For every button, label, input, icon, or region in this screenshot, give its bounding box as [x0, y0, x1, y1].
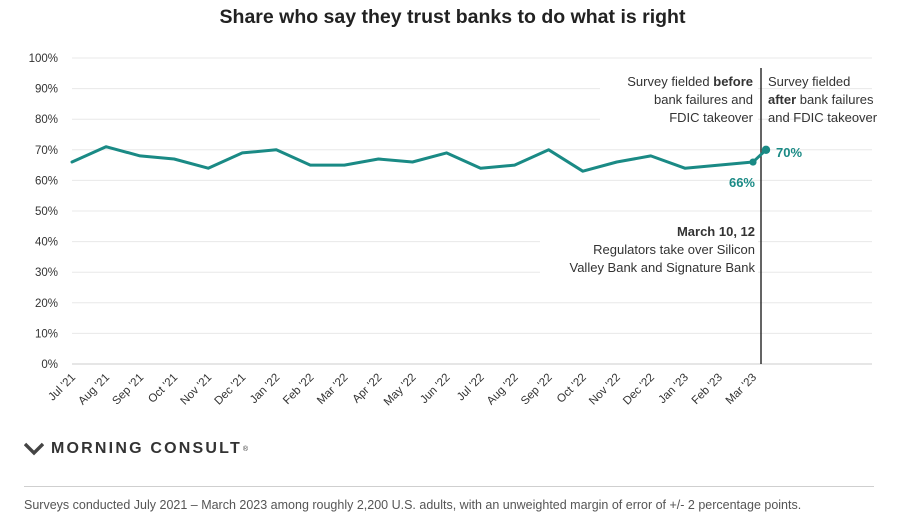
x-tick-label: Nov '21 [179, 372, 215, 408]
annotation-before-line2: bank failures and [654, 92, 753, 107]
brand-name: MORNING CONSULT [51, 440, 242, 457]
x-tick-label: Oct '22 [555, 372, 589, 406]
y-tick-label: 80% [35, 114, 58, 126]
brand-logo: MORNING CONSULT ® [24, 440, 248, 458]
chart-title: Share who say they trust banks to do wha… [219, 6, 686, 28]
x-tick-label: May '22 [382, 372, 419, 409]
x-tick-label: Feb '22 [281, 372, 316, 407]
x-tick-label: Jul '21 [46, 372, 78, 404]
y-tick-label: 10% [35, 328, 58, 340]
y-tick-label: 40% [35, 237, 58, 249]
x-tick-label: Mar '22 [315, 372, 350, 407]
x-tick-label: Jan '22 [248, 372, 282, 406]
y-tick-label: 30% [35, 267, 58, 279]
x-tick-label: Sep '21 [110, 372, 146, 408]
x-tick-label: Oct '21 [146, 372, 180, 406]
annotation-before-line1: Survey fielded before [627, 74, 753, 89]
annotation-event-title: March 10, 12 [677, 224, 755, 239]
annotation-event: March 10, 12 Regulators take over Silico… [540, 220, 758, 278]
x-tick-label: Jul '22 [455, 372, 487, 404]
series-line [70, 145, 755, 173]
annotation-after-line1: Survey fielded [768, 74, 850, 89]
annotation-after: Survey fielded after bank failures and F… [768, 74, 878, 125]
y-tick-label: 90% [35, 84, 58, 96]
y-tick-label: 50% [35, 206, 58, 218]
y-tick-label: 60% [35, 175, 58, 187]
x-tick-label: Apr '22 [351, 372, 385, 406]
annotation-before: Survey fielded before bank failures and … [600, 70, 758, 130]
annotation-after-line3: and FDIC takeover [768, 110, 878, 125]
brand-trademark: ® [242, 445, 249, 453]
x-tick-label: Aug '21 [76, 372, 112, 408]
series-trust-banks [70, 145, 771, 173]
x-tick-label: Nov '22 [587, 372, 623, 408]
label-before-value: 66% [729, 175, 755, 190]
y-tick-label: 20% [35, 298, 58, 310]
x-tick-label: Feb '23 [690, 372, 725, 407]
annotation-event-line2: Valley Bank and Signature Bank [570, 260, 756, 275]
x-tick-label: Dec '21 [213, 372, 249, 408]
footer-divider [24, 486, 874, 487]
data-point-before [749, 158, 757, 166]
x-tick-label: Jan '23 [657, 372, 691, 406]
label-after-value: 70% [776, 145, 802, 160]
annotation-after-line2: after bank failures [768, 92, 874, 107]
annotation-before-line3: FDIC takeover [669, 110, 753, 125]
x-tick-label: Dec '22 [621, 372, 657, 408]
y-tick-label: 70% [35, 145, 58, 157]
y-tick-label: 0% [41, 359, 58, 371]
annotation-event-line1: Regulators take over Silicon [593, 242, 755, 257]
x-tick-label: Sep '22 [519, 372, 555, 408]
x-tick-label: Mar '23 [724, 372, 759, 407]
data-point-after [761, 145, 771, 154]
y-tick-label: 100% [29, 53, 58, 65]
x-tick-label: Jun '22 [418, 372, 452, 406]
x-tick-label: Aug '22 [485, 372, 521, 408]
footnote: Surveys conducted July 2021 – March 2023… [24, 498, 802, 512]
line-chart: 0% 10% 20% 30% 40% 50% 60% 70% 80% 90% 100% Jul '2… [29, 53, 878, 409]
morning-consult-chevron-icon [24, 442, 44, 456]
y-axis-ticks: 0% 10% 20% 30% 40% 50% 60% 70% 80% 90% 100% [29, 53, 58, 371]
